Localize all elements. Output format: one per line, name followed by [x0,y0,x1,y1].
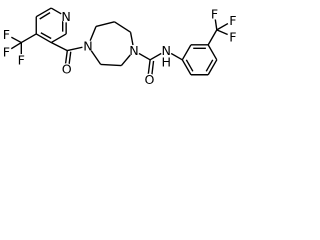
atom-label: O [145,72,155,87]
atom-label: N [61,9,70,24]
atom-label: N [129,43,138,58]
atom-label: F [3,27,10,42]
atom-label: F [211,6,218,21]
atom-label: F [3,44,10,59]
atom-label: F [18,52,25,67]
structure: N F F F O N N N H O F F F [0,6,239,87]
bonds [5,7,234,79]
atom-label: H [161,55,171,70]
atom-labels: N F F F O N N N H O F F F [0,6,239,87]
atom-label: N [161,43,170,58]
molecule-diagram: N F F F O N N N H O F F F [0,6,239,87]
atom-label: F [229,29,236,44]
atom-label: O [62,62,72,77]
atom-label: F [229,13,236,28]
atom-label: N [83,39,92,54]
